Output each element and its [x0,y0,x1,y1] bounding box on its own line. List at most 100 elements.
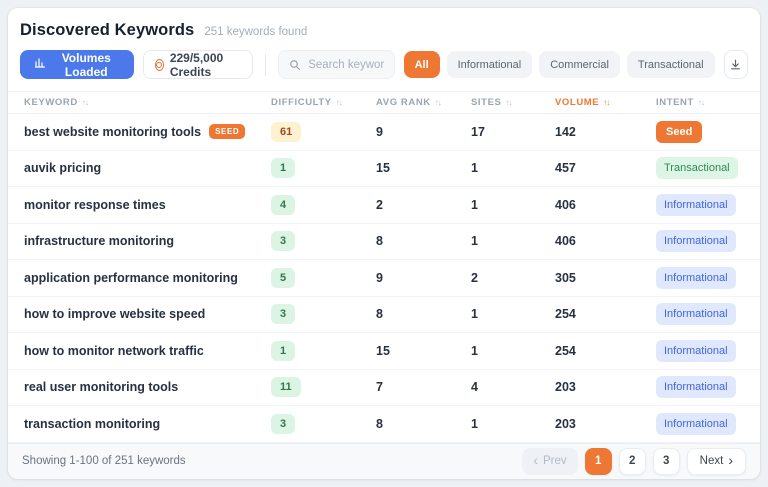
volumes-loaded-button[interactable]: Volumes Loaded [20,50,134,79]
credits-coin-icon [154,58,164,71]
column-label-difficulty: Difficulty [271,97,332,109]
intent-cell: Informational [656,303,760,326]
difficulty-cell: 61 [271,121,376,142]
column-label-avg-rank: Avg Rank [376,97,431,109]
difficulty-cell: 5 [271,267,376,288]
keyword-text: application performance monitoring [24,270,238,285]
intent-badge: Seed [656,120,703,143]
intent-cell: Seed [656,120,760,143]
table-row[interactable]: real user monitoring tools 11 7 4 203 Informa… [8,369,760,407]
column-header-sites[interactable]: Sites ↑↓ [471,97,555,108]
intent-cell: Informational [656,339,760,362]
sort-icon: ↑↓ [81,98,89,108]
column-label-intent: Intent [656,97,694,109]
next-page-button[interactable]: Next › [686,447,746,475]
table-row[interactable]: how to improve website speed 3 8 1 254 Inform… [8,296,760,334]
sort-icon: ↑↓ [505,98,512,108]
intent-badge: Transactional [656,157,738,180]
sites-value: 17 [471,124,485,139]
intent-badge: Informational [656,266,736,289]
avg-rank-value: 9 [376,124,383,139]
filter-transactional[interactable]: Transactional [626,51,715,78]
keyword-text: monitor response times [24,197,166,212]
pagination-summary: Showing 1-100 of 251 keywords [22,455,186,468]
avg-rank-value: 8 [376,416,383,431]
difficulty-cell: 4 [271,194,376,215]
intent-badge: Informational [656,303,736,326]
prev-page-button[interactable]: ‹ Prev [522,447,578,475]
credits-value: 229/5,000 Credits [169,50,224,79]
difficulty-badge: 3 [271,413,296,434]
chevron-left-icon: ‹ [533,452,539,469]
column-header-avg-rank[interactable]: Avg Rank ↑↓ [376,97,471,108]
difficulty-badge: 1 [271,158,296,179]
intent-badge: Informational [656,339,736,362]
table-row[interactable]: monitor response times 4 2 1 406 Informationa… [8,187,760,224]
filter-informational[interactable]: Informational [446,51,533,78]
avg-rank-value: 7 [376,380,383,395]
sites-value: 4 [471,380,478,395]
search-icon [289,59,301,71]
intent-badge: Informational [656,376,736,399]
volume-value: 305 [555,270,576,285]
table-header-row: Keyword ↑↓ Difficulty ↑↓ Avg Rank ↑↓ Sites ↑↓ Vo… [8,91,760,115]
column-label-keyword: Keyword [24,97,78,109]
download-button[interactable] [723,50,748,79]
table-row[interactable]: transaction monitoring 3 8 1 203 Informationa… [8,406,760,443]
prev-label: Prev [543,455,567,468]
column-header-intent[interactable]: Intent ↑↓ [656,97,760,108]
sort-icon: ↑↓ [335,98,343,108]
table-row[interactable]: best website monitoring tools SEED 61 9 17 14… [8,114,760,151]
search-input[interactable] [308,58,384,71]
toolbar: Volumes Loaded 229/5,000 Credits AllInfo… [8,40,760,79]
volume-value: 406 [555,234,576,249]
keyword-text: best website monitoring tools [24,124,202,139]
avg-rank-value: 15 [376,343,390,358]
intent-cell: Transactional [656,157,760,180]
keyword-cell: monitor response times [24,198,271,212]
difficulty-badge: 3 [271,231,296,252]
volume-value: 203 [555,416,576,431]
sites-value: 1 [471,234,478,249]
difficulty-cell: 3 [271,304,376,325]
avg-rank-value: 8 [376,307,383,322]
bar-chart-icon [34,57,46,72]
column-label-volume: Volume [555,97,600,109]
filter-all[interactable]: All [403,51,440,78]
table-row[interactable]: application performance monitoring 5 9 2 305… [8,260,760,297]
sort-icon: ↑↓ [603,98,610,108]
keyword-cell: real user monitoring tools [24,380,271,394]
volume-value: 142 [555,124,576,139]
column-header-keyword[interactable]: Keyword ↑↓ [24,97,271,108]
difficulty-badge: 1 [271,340,296,361]
page-button-2[interactable]: 2 [618,447,646,475]
table-row[interactable]: how to monitor network traffic 1 15 1 254 Inf… [8,333,760,370]
table-row[interactable]: auvik pricing 1 15 1 457 Transactional [8,150,760,188]
column-header-difficulty[interactable]: Difficulty ↑↓ [271,97,376,108]
keyword-cell: transaction monitoring [24,417,271,431]
page-button-3[interactable]: 3 [652,447,680,475]
download-icon [729,58,742,71]
table-row[interactable]: infrastructure monitoring 3 8 1 406 Informati… [8,223,760,261]
search-box[interactable] [278,50,395,79]
intent-cell: Informational [656,412,760,435]
difficulty-badge: 11 [271,377,301,398]
volumes-loaded-label: Volumes Loaded [61,50,111,79]
intent-cell: Informational [656,230,760,253]
sort-icon: ↑↓ [434,98,442,108]
page-title: Discovered Keywords [20,21,195,39]
keyword-text: auvik pricing [24,161,102,176]
column-header-volume[interactable]: Volume ↑↓ [555,97,656,108]
page-button-1[interactable]: 1 [584,447,612,475]
difficulty-cell: 3 [271,413,376,434]
credits-status-badge: 229/5,000 Credits [142,50,254,79]
avg-rank-value: 9 [376,270,383,285]
intent-cell: Informational [656,376,760,399]
sites-value: 1 [471,343,478,358]
avg-rank-value: 15 [376,161,390,176]
filter-commercial[interactable]: Commercial [539,51,620,78]
volume-value: 457 [555,161,576,176]
sites-value: 2 [471,270,478,285]
